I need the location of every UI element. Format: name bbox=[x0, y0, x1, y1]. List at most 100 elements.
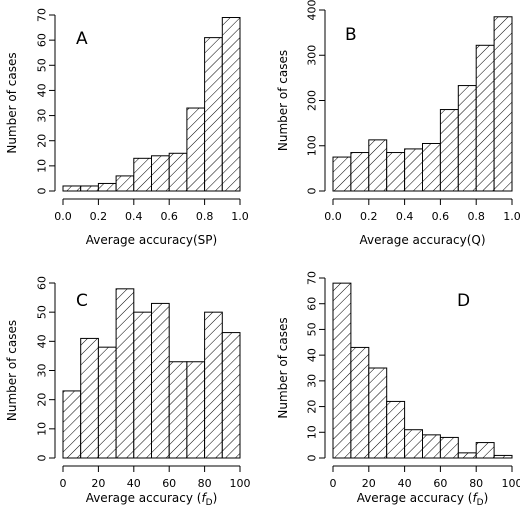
y-axis-title: Number of cases bbox=[276, 50, 290, 151]
histogram-bar bbox=[80, 185, 99, 192]
y-tick-label: 60 bbox=[306, 297, 319, 311]
y-tick-label: 30 bbox=[36, 109, 49, 123]
x-tick-label: 100 bbox=[230, 477, 251, 490]
y-tick-label: 30 bbox=[36, 364, 49, 378]
panel-letter: B bbox=[345, 25, 357, 45]
y-axis-title: Number of cases bbox=[5, 52, 19, 153]
histogram-bar bbox=[80, 337, 99, 459]
histogram-panel-d: 0 10 20 30 40 50 60 70 0 20 40 60 80 100 Average accur… bbox=[276, 271, 520, 507]
y-tick-label: 400 bbox=[306, 0, 319, 21]
x-tick-label: 1.0 bbox=[503, 210, 520, 223]
histogram-bar bbox=[115, 288, 135, 459]
histogram-bar bbox=[350, 152, 370, 192]
histogram-bar bbox=[133, 311, 153, 459]
histogram-bar bbox=[151, 302, 170, 459]
x-tick-label: 60 bbox=[433, 477, 447, 490]
histogram-bar bbox=[422, 434, 441, 459]
y-tick-label: 20 bbox=[306, 400, 319, 414]
histogram-panel-b: 0 100 200 300 400 0.0 0.2 0.4 0.6 0.8 1.0 Average a… bbox=[276, 0, 520, 247]
x-tick-label: 0.4 bbox=[125, 210, 143, 223]
histogram-bar bbox=[133, 157, 153, 192]
histogram-bar bbox=[151, 155, 170, 192]
y-tick-label: 20 bbox=[36, 134, 49, 148]
y-tick-label: 40 bbox=[36, 83, 49, 97]
y-tick-label: 0 bbox=[306, 188, 319, 195]
x-tick-label: 80 bbox=[198, 477, 212, 490]
y-tick-label: 10 bbox=[306, 425, 319, 439]
histogram-bar bbox=[168, 361, 188, 459]
histogram-bar bbox=[97, 346, 117, 459]
y-tick-label: 60 bbox=[36, 276, 49, 290]
histogram-bar bbox=[475, 442, 495, 459]
y-axis-title: Number of cases bbox=[5, 320, 19, 421]
histogram-bar bbox=[457, 85, 477, 192]
panel-letter: A bbox=[76, 29, 88, 49]
histogram-bar bbox=[404, 429, 424, 459]
histogram-bar bbox=[386, 152, 406, 192]
x-tick-label: 0 bbox=[330, 477, 337, 490]
histogram-bar bbox=[475, 44, 495, 192]
y-tick-label: 20 bbox=[36, 393, 49, 407]
histogram-bar bbox=[332, 156, 352, 192]
y-tick-label: 40 bbox=[36, 334, 49, 348]
x-tick-label: 0.0 bbox=[54, 210, 72, 223]
histogram-bar bbox=[350, 346, 370, 459]
x-axis-title: Average accuracy(Q) bbox=[359, 233, 485, 247]
histogram-panel-c: 0 10 20 30 40 50 60 0 20 40 60 80 100 Average accurac… bbox=[5, 276, 251, 507]
x-tick-label: 20 bbox=[91, 477, 105, 490]
y-tick-label: 40 bbox=[306, 348, 319, 362]
y-tick-label: 50 bbox=[306, 322, 319, 336]
x-axis-title: Average accuracy(SP) bbox=[86, 233, 217, 247]
x-tick-label: 0.8 bbox=[196, 210, 214, 223]
histogram-bar bbox=[493, 16, 513, 192]
x-tick-label: 0 bbox=[60, 477, 67, 490]
y-tick-label: 0 bbox=[36, 188, 49, 195]
x-tick-label: 40 bbox=[127, 477, 141, 490]
x-axis-title: Average accuracy (fD) bbox=[357, 491, 489, 507]
histogram-bar bbox=[422, 142, 441, 192]
x-tick-label: 20 bbox=[362, 477, 376, 490]
x-tick-label: 0.4 bbox=[396, 210, 414, 223]
y-tick-label: 50 bbox=[36, 305, 49, 319]
x-tick-label: 0.8 bbox=[467, 210, 485, 223]
x-tick-label: 0.2 bbox=[360, 210, 378, 223]
histogram-bar bbox=[204, 37, 223, 192]
y-tick-label: 70 bbox=[306, 271, 319, 285]
y-axis-title: Number of cases bbox=[276, 317, 290, 418]
y-tick-label: 300 bbox=[306, 45, 319, 66]
y-tick-label: 30 bbox=[306, 374, 319, 388]
histogram-bar bbox=[368, 367, 388, 459]
histogram-bar bbox=[186, 107, 206, 192]
histogram-bar bbox=[168, 152, 188, 192]
histogram-bar bbox=[332, 282, 352, 459]
x-tick-label: 0.2 bbox=[90, 210, 108, 223]
y-tick-label: 50 bbox=[36, 58, 49, 72]
y-tick-label: 0 bbox=[36, 455, 49, 462]
y-tick-label: 70 bbox=[36, 8, 49, 22]
histogram-bar bbox=[221, 332, 241, 459]
panel-letter: D bbox=[457, 291, 470, 311]
x-tick-label: 100 bbox=[502, 477, 520, 490]
histogram-bar bbox=[97, 182, 117, 192]
histogram-bar bbox=[221, 17, 241, 192]
histogram-bar bbox=[186, 361, 206, 459]
x-tick-label: 1.0 bbox=[231, 210, 249, 223]
histogram-bar bbox=[457, 452, 477, 459]
y-tick-label: 200 bbox=[306, 90, 319, 111]
x-tick-label: 80 bbox=[469, 477, 483, 490]
histogram-bar bbox=[62, 390, 82, 459]
histogram-bar bbox=[62, 185, 82, 192]
x-tick-label: 60 bbox=[162, 477, 176, 490]
y-tick-label: 0 bbox=[306, 455, 319, 462]
histogram-bar bbox=[386, 400, 406, 459]
x-tick-label: 0.0 bbox=[324, 210, 342, 223]
histogram-bar bbox=[368, 139, 388, 192]
histogram-bar bbox=[115, 175, 135, 192]
y-tick-label: 60 bbox=[36, 33, 49, 47]
x-tick-label: 40 bbox=[398, 477, 412, 490]
histogram-bar bbox=[404, 148, 424, 192]
histogram-bar bbox=[204, 311, 223, 459]
x-tick-label: 0.6 bbox=[160, 210, 178, 223]
y-tick-label: 10 bbox=[36, 159, 49, 173]
